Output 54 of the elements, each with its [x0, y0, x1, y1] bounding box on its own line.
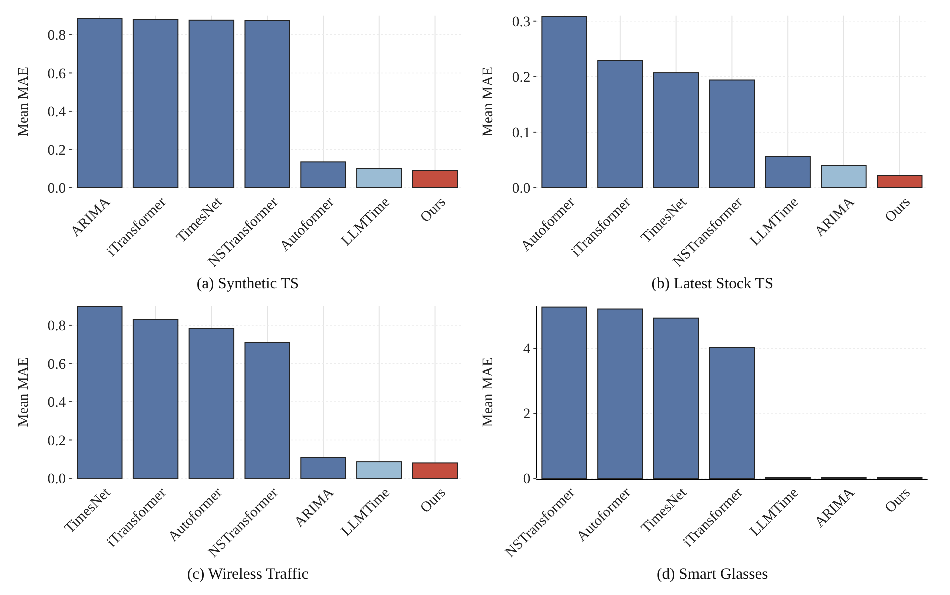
bar: [598, 308, 644, 479]
y-tick-label: 0.2: [512, 70, 531, 86]
bar: [877, 175, 923, 188]
y-tick-label: 0.2: [48, 433, 66, 450]
y-tick-label: 4: [523, 342, 532, 358]
x-tick-label: Ours: [882, 484, 914, 517]
bar: [77, 18, 123, 188]
y-tick-label: 0.8: [48, 318, 66, 335]
bar: [765, 156, 811, 188]
bar: [188, 20, 235, 188]
bar: [244, 342, 290, 479]
bar: [598, 60, 644, 188]
bar: [821, 165, 867, 188]
x-tick-label: Ours: [418, 194, 450, 226]
y-tick-label: 0.4: [48, 395, 67, 412]
y-tick-label: 0: [523, 472, 531, 488]
bar: [244, 20, 290, 188]
bar: [412, 170, 458, 188]
text: (b) Latest Stock TS: [652, 276, 774, 293]
y-tick-label: 0.0: [512, 181, 531, 198]
bar: [356, 168, 402, 188]
y-tick-label: 0.6: [48, 356, 66, 373]
bar: [412, 462, 458, 479]
y-axis-title: Mean MAE: [480, 358, 497, 428]
text: (d) Smart Glasses: [657, 566, 768, 584]
y-tick-label: 2: [523, 406, 531, 423]
x-tick-label: Ours: [882, 194, 914, 226]
y-axis-title: Mean MAE: [480, 67, 497, 137]
y-tick-label: 0.6: [48, 66, 66, 82]
y-tick-label: 0.2: [48, 142, 66, 159]
y-tick-label: 0.0: [48, 181, 66, 198]
bar: [542, 16, 588, 188]
text: (a) Synthetic TS: [196, 276, 300, 293]
bar: [709, 347, 756, 479]
bar: [653, 72, 700, 188]
y-axis-title: Mean MAE: [16, 67, 32, 137]
bar: [709, 80, 756, 188]
bar: [542, 306, 588, 479]
y-tick-label: 0.4: [48, 104, 67, 121]
text: (c) Wireless Traffic: [187, 566, 309, 584]
bar: [356, 462, 402, 479]
y-tick-label: 0.1: [512, 126, 531, 142]
bar: [132, 19, 179, 188]
bar: [188, 328, 235, 479]
bar: [300, 162, 346, 188]
bar: [300, 457, 346, 479]
bar: [132, 319, 179, 479]
x-tick-label: Ours: [418, 484, 450, 517]
y-tick-label: 0.8: [48, 28, 66, 44]
bar: [653, 318, 700, 479]
y-tick-label: 0.0: [48, 472, 66, 488]
bar: [77, 306, 123, 479]
y-tick-label: 0.3: [512, 14, 531, 31]
y-axis-title: Mean MAE: [16, 358, 32, 428]
